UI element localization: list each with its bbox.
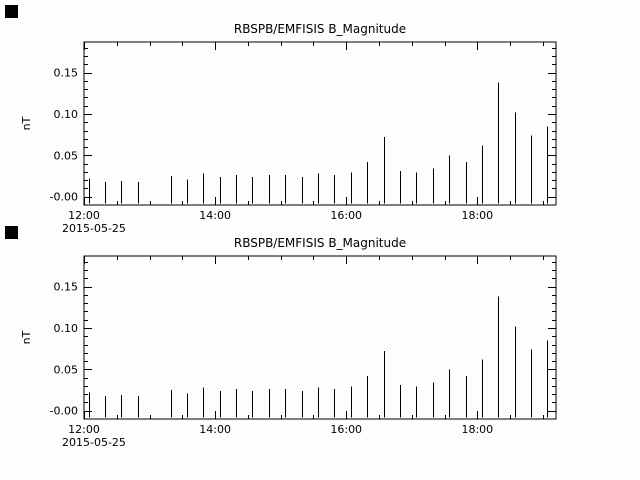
axes-and-frame [83,41,557,206]
black-square-marker-middle-left [5,226,18,239]
x-tick-label: 14:00 [199,209,231,222]
x-tick-label: 18:00 [461,423,493,436]
x-axis-date-label: 2015-05-25 [62,222,126,235]
chart-1: 12:00 14:00 16:00 18:00 -0.00 0.05 0.10 0.15 RBS… [20,236,557,449]
y-tick-label: 0.05 [54,149,79,162]
x-tick-label: 16:00 [330,423,362,436]
chart-title: RBSPB/EMFISIS B_Magnitude [234,236,406,250]
axes-and-frame [83,255,557,420]
data-series-spikes [89,82,548,204]
x-tick-label: 12:00 [68,209,100,222]
chart-title: RBSPB/EMFISIS B_Magnitude [234,22,406,36]
y-tick-label: 0.10 [54,108,79,121]
x-tick-label: 14:00 [199,423,231,436]
black-square-marker-top-left [5,5,18,18]
x-tick-label: 18:00 [461,209,493,222]
x-tick-label: 16:00 [330,209,362,222]
x-axis-date-label: 2015-05-25 [62,436,126,449]
x-tick-label: 12:00 [68,423,100,436]
y-tick-label: 0.10 [54,322,79,335]
chart-0: 12:00 14:00 16:00 18:00 -0.00 0.05 0.10 0.15 RBS… [20,22,557,235]
y-tick-label: 0.15 [54,281,79,294]
y-axis-label: nT [20,330,33,344]
data-series-spikes [89,296,548,418]
plot-frame [83,41,557,206]
y-tick-label: -0.00 [50,191,78,204]
plot-frame [83,255,557,420]
y-axis-label: nT [20,116,33,130]
y-tick-label: 0.05 [54,363,79,376]
y-tick-label: 0.15 [54,67,79,80]
y-tick-label: -0.00 [50,405,78,418]
